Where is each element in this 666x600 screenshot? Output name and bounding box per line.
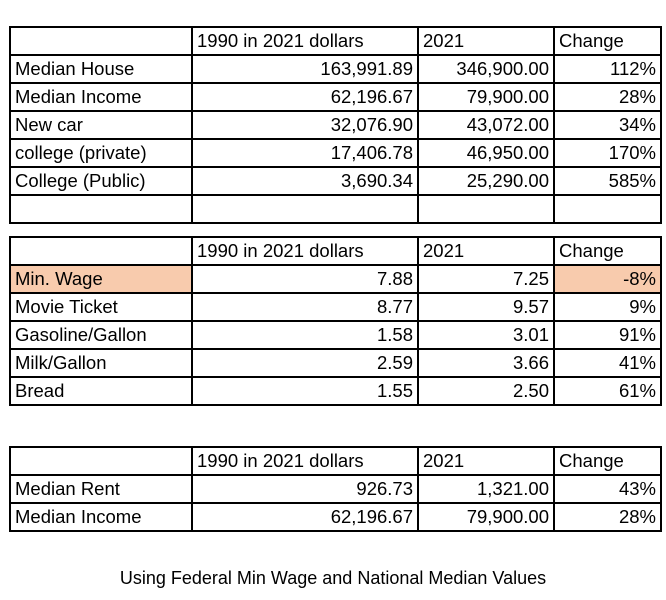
value-1990-cell[interactable]: 7.88: [191, 264, 419, 294]
table-row: Median Rent 926.73 1,321.00 43%: [9, 474, 662, 504]
value-1990-cell[interactable]: 1.55: [191, 376, 419, 406]
column-header[interactable]: Change: [553, 26, 662, 56]
table-row: Bread 1.55 2.50 61%: [9, 376, 662, 406]
value-1990-cell[interactable]: 163,991.89: [191, 54, 419, 84]
column-header[interactable]: Change: [553, 236, 662, 266]
value-1990-cell[interactable]: 2.59: [191, 348, 419, 378]
value-1990-cell[interactable]: 926.73: [191, 474, 419, 504]
row-label-cell[interactable]: Median House: [9, 54, 193, 84]
table-row: Gasoline/Gallon 1.58 3.01 91%: [9, 320, 662, 350]
column-header[interactable]: 2021: [417, 236, 555, 266]
value-2021-cell[interactable]: [417, 194, 555, 224]
value-2021-cell[interactable]: 43,072.00: [417, 110, 555, 140]
table-row: Milk/Gallon 2.59 3.66 41%: [9, 348, 662, 378]
value-1990-cell[interactable]: 62,196.67: [191, 502, 419, 532]
table-everyday-prices: 1990 in 2021 dollars 2021 Change Min. Wage 7…: [9, 236, 662, 406]
column-header[interactable]: [9, 26, 193, 56]
value-1990-cell[interactable]: [191, 194, 419, 224]
value-1990-cell[interactable]: 3,690.34: [191, 166, 419, 196]
value-2021-cell[interactable]: 79,900.00: [417, 82, 555, 112]
table-housing-education: 1990 in 2021 dollars 2021 Change Median Hou…: [9, 26, 662, 224]
column-header[interactable]: [9, 236, 193, 266]
column-header[interactable]: Change: [553, 446, 662, 476]
change-cell[interactable]: 28%: [553, 82, 662, 112]
row-label-cell[interactable]: Median Rent: [9, 474, 193, 504]
value-1990-cell[interactable]: 32,076.90: [191, 110, 419, 140]
value-2021-cell[interactable]: 7.25: [417, 264, 555, 294]
change-cell[interactable]: 91%: [553, 320, 662, 350]
value-2021-cell[interactable]: 25,290.00: [417, 166, 555, 196]
value-2021-cell[interactable]: 79,900.00: [417, 502, 555, 532]
value-2021-cell[interactable]: 3.66: [417, 348, 555, 378]
column-header[interactable]: 1990 in 2021 dollars: [191, 26, 419, 56]
change-cell[interactable]: -8%: [553, 264, 662, 294]
change-cell[interactable]: 43%: [553, 474, 662, 504]
table-row: [9, 194, 662, 224]
row-label-cell[interactable]: Milk/Gallon: [9, 348, 193, 378]
column-header[interactable]: 2021: [417, 446, 555, 476]
column-header[interactable]: 2021: [417, 26, 555, 56]
value-2021-cell[interactable]: 2.50: [417, 376, 555, 406]
row-label-cell[interactable]: New car: [9, 110, 193, 140]
column-header[interactable]: 1990 in 2021 dollars: [191, 446, 419, 476]
table-row: College (Public) 3,690.34 25,290.00 585%: [9, 166, 662, 196]
value-1990-cell[interactable]: 1.58: [191, 320, 419, 350]
header-row: 1990 in 2021 dollars 2021 Change: [9, 446, 662, 476]
header-row: 1990 in 2021 dollars 2021 Change: [9, 236, 662, 266]
value-2021-cell[interactable]: 3.01: [417, 320, 555, 350]
row-label-cell[interactable]: Bread: [9, 376, 193, 406]
row-label-cell[interactable]: Median Income: [9, 502, 193, 532]
value-2021-cell[interactable]: 9.57: [417, 292, 555, 322]
header-row: 1990 in 2021 dollars 2021 Change: [9, 26, 662, 56]
change-cell[interactable]: 112%: [553, 54, 662, 84]
value-1990-cell[interactable]: 62,196.67: [191, 82, 419, 112]
value-2021-cell[interactable]: 46,950.00: [417, 138, 555, 168]
change-cell[interactable]: 9%: [553, 292, 662, 322]
row-label-cell[interactable]: college (private): [9, 138, 193, 168]
row-label-cell[interactable]: Median Income: [9, 82, 193, 112]
value-2021-cell[interactable]: 346,900.00: [417, 54, 555, 84]
change-cell[interactable]: 34%: [553, 110, 662, 140]
table-rent-income: 1990 in 2021 dollars 2021 Change Median Ren…: [9, 446, 662, 532]
table-row: Median House 163,991.89 346,900.00 112%: [9, 54, 662, 84]
value-1990-cell[interactable]: 17,406.78: [191, 138, 419, 168]
table-row: Median Income 62,196.67 79,900.00 28%: [9, 82, 662, 112]
change-cell[interactable]: [553, 194, 662, 224]
value-1990-cell[interactable]: 8.77: [191, 292, 419, 322]
value-2021-cell[interactable]: 1,321.00: [417, 474, 555, 504]
column-header[interactable]: 1990 in 2021 dollars: [191, 236, 419, 266]
table-row: New car 32,076.90 43,072.00 34%: [9, 110, 662, 140]
row-label-cell[interactable]: Min. Wage: [9, 264, 193, 294]
change-cell[interactable]: 585%: [553, 166, 662, 196]
table-row: Median Income 62,196.67 79,900.00 28%: [9, 502, 662, 532]
change-cell[interactable]: 61%: [553, 376, 662, 406]
column-header[interactable]: [9, 446, 193, 476]
table-row: college (private) 17,406.78 46,950.00 170%: [9, 138, 662, 168]
row-label-cell[interactable]: College (Public): [9, 166, 193, 196]
row-label-cell[interactable]: Movie Ticket: [9, 292, 193, 322]
row-label-cell[interactable]: [9, 194, 193, 224]
change-cell[interactable]: 28%: [553, 502, 662, 532]
caption: Using Federal Min Wage and National Medi…: [119, 568, 547, 588]
change-cell[interactable]: 41%: [553, 348, 662, 378]
row-label-cell[interactable]: Gasoline/Gallon: [9, 320, 193, 350]
change-cell[interactable]: 170%: [553, 138, 662, 168]
table-row: Min. Wage 7.88 7.25 -8%: [9, 264, 662, 294]
table-row: Movie Ticket 8.77 9.57 9%: [9, 292, 662, 322]
